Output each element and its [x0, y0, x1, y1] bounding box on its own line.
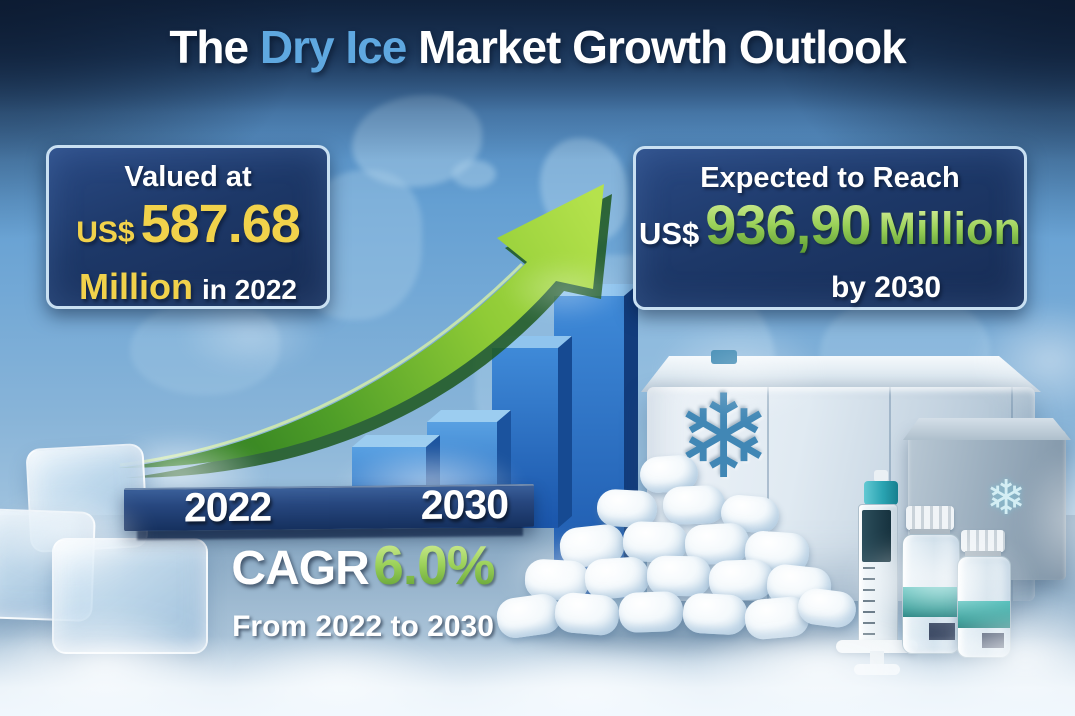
- page-title: The Dry Ice Market Growth Outlook: [0, 20, 1075, 74]
- cagr-line: CAGR 6.0%: [163, 537, 563, 608]
- unit-label: Million: [79, 266, 194, 307]
- forecast-card: Expected to Reach US$ 936,90 Million by 20…: [633, 146, 1027, 310]
- dry-ice-pellet: [662, 484, 726, 526]
- currency-label: US$: [638, 216, 700, 251]
- unit-label: Million: [878, 203, 1022, 254]
- world-map-blob: [130, 300, 280, 395]
- forecast-amount-line: US$ 936,90 Million: [636, 196, 1024, 269]
- period-label: in 2022: [202, 274, 297, 305]
- cagr-label: CAGR: [231, 542, 369, 595]
- cagr-value: 6.0%: [373, 534, 495, 596]
- valuation-heading: Valued at: [124, 161, 252, 193]
- year-2022-label: 2022: [184, 483, 272, 531]
- fog-cloud: [0, 475, 180, 595]
- forecast-heading: Expected to Reach: [700, 162, 960, 194]
- valuation-unit-line: Million in 2022: [49, 267, 327, 315]
- valuation-amount: 587.68: [140, 194, 301, 254]
- cooler-latch: [711, 350, 737, 364]
- forecast-amount: 936,90: [705, 193, 871, 256]
- title-text-post: Market Growth Outlook: [406, 21, 907, 73]
- title-text-pre: The: [169, 21, 260, 73]
- bottom-haze: [0, 636, 1075, 716]
- fog-cloud: [620, 300, 860, 440]
- fog-cloud: [810, 515, 1070, 645]
- syringe-cap: [864, 481, 898, 505]
- fog-cloud: [470, 520, 670, 620]
- valuation-amount-line: US$ 587.68: [49, 195, 327, 267]
- currency-label: US$: [76, 216, 135, 249]
- syringe-tip: [874, 470, 888, 482]
- valuation-card: Valued at US$ 587.68 Million in 2022: [46, 145, 330, 309]
- fog-cloud: [480, 245, 650, 335]
- timeline-banner: 2022 2030: [124, 481, 534, 532]
- cooler-small-lid: [903, 418, 1071, 440]
- snowflake-icon-small: ❄: [986, 470, 1026, 526]
- cooler-lid: [641, 356, 1041, 392]
- forecast-period: by 2030: [830, 271, 942, 304]
- world-map-blob: [452, 160, 496, 188]
- year-2030-label: 2030: [420, 481, 508, 529]
- title-highlight: Dry Ice: [259, 21, 407, 73]
